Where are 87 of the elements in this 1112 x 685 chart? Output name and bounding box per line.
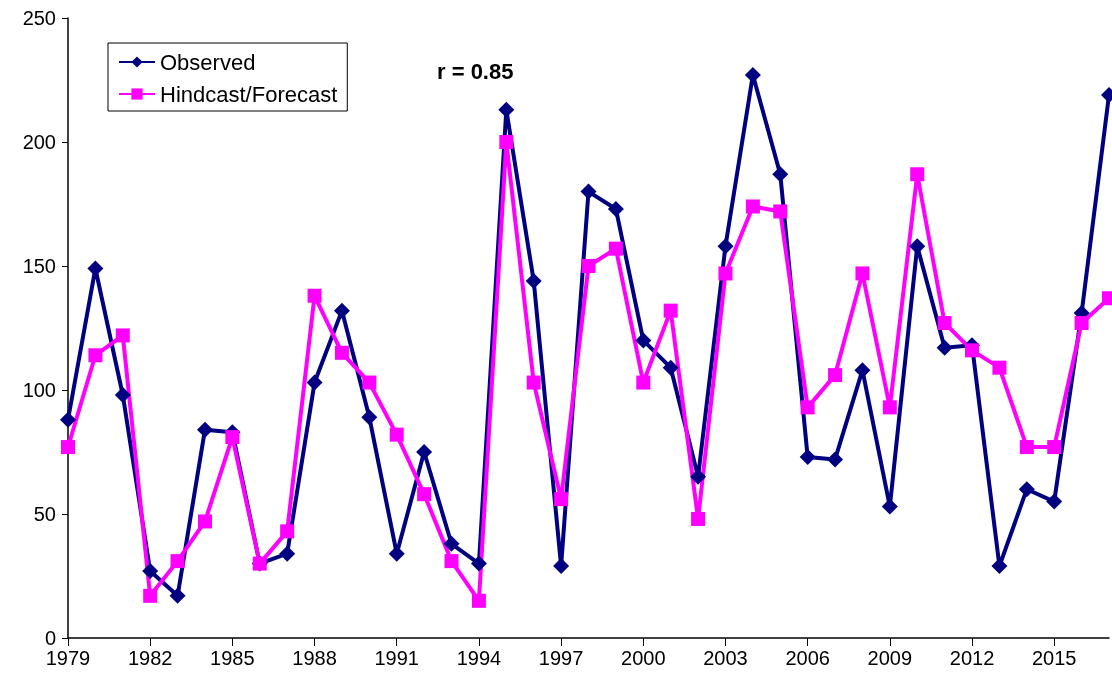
point [416, 444, 433, 460]
point [607, 200, 624, 217]
point [881, 498, 898, 515]
point [197, 514, 212, 529]
x-tick-label: 2012 [949, 647, 995, 669]
point [827, 451, 844, 468]
y-tick-label: 50 [33, 503, 56, 525]
point [910, 167, 925, 182]
point [498, 101, 515, 118]
point [499, 135, 514, 149]
point [800, 400, 815, 415]
x-tick-label: 1979 [45, 647, 91, 669]
annotation: r = 0.85 [437, 58, 514, 84]
point [1046, 493, 1063, 510]
point [855, 266, 870, 281]
y-tick-label: 200 [22, 131, 56, 153]
point [114, 386, 131, 403]
point [280, 524, 295, 539]
point [965, 343, 980, 358]
point [936, 339, 953, 356]
point [554, 492, 569, 507]
y-tick-label: 250 [22, 7, 56, 29]
point [196, 421, 213, 438]
point [306, 374, 323, 391]
point [143, 588, 158, 603]
point [471, 593, 486, 608]
point [361, 409, 378, 426]
point [170, 554, 185, 569]
legend-label: Observed [160, 49, 256, 75]
point [443, 535, 460, 552]
point [608, 241, 623, 256]
legend-label: Hindcast/Forecast [160, 81, 338, 107]
point [1018, 481, 1035, 498]
point [60, 411, 76, 428]
point [937, 316, 952, 331]
x-tick-label: 1997 [538, 647, 584, 669]
point [142, 563, 159, 580]
point [991, 558, 1008, 575]
point [334, 345, 349, 360]
point [526, 375, 541, 390]
point [362, 375, 377, 390]
point [635, 332, 652, 349]
point [417, 487, 432, 502]
point [662, 359, 679, 376]
point [773, 204, 788, 219]
point [717, 238, 734, 255]
x-tick-label: 2009 [867, 647, 913, 669]
point [882, 400, 897, 415]
x-tick-label: 1991 [374, 647, 419, 669]
x-tick-label: 2015 [1031, 647, 1077, 669]
point [115, 328, 130, 343]
point [1019, 440, 1034, 455]
point [745, 199, 760, 214]
point [225, 430, 240, 445]
point [772, 166, 789, 183]
x-tick-label: 2006 [785, 647, 830, 669]
point [553, 558, 570, 575]
point [718, 266, 733, 281]
point [61, 440, 75, 455]
point [581, 259, 596, 273]
point [444, 554, 459, 569]
x-tick-label: 1985 [210, 647, 255, 669]
x-tick-label: 1994 [456, 647, 502, 669]
point [636, 375, 651, 390]
point [1074, 316, 1089, 331]
point [799, 448, 816, 465]
point [992, 360, 1007, 375]
point [169, 587, 186, 604]
point [88, 348, 103, 363]
point [525, 272, 542, 289]
point [333, 302, 350, 319]
point [470, 555, 487, 572]
y-tick-label: 0 [44, 627, 56, 649]
x-tick-label: 1982 [127, 647, 173, 669]
y-tick-label: 150 [22, 255, 56, 277]
x-tick-label: 1988 [292, 647, 337, 669]
x-tick-label: 2000 [621, 647, 666, 669]
x-tick-label: 2003 [703, 647, 748, 669]
point [1047, 440, 1062, 455]
point [307, 288, 322, 303]
point [663, 303, 678, 318]
point [828, 368, 843, 383]
point [389, 427, 404, 442]
point [580, 183, 597, 200]
y-tick-label: 100 [22, 379, 56, 401]
point [279, 545, 296, 562]
point [691, 511, 706, 526]
